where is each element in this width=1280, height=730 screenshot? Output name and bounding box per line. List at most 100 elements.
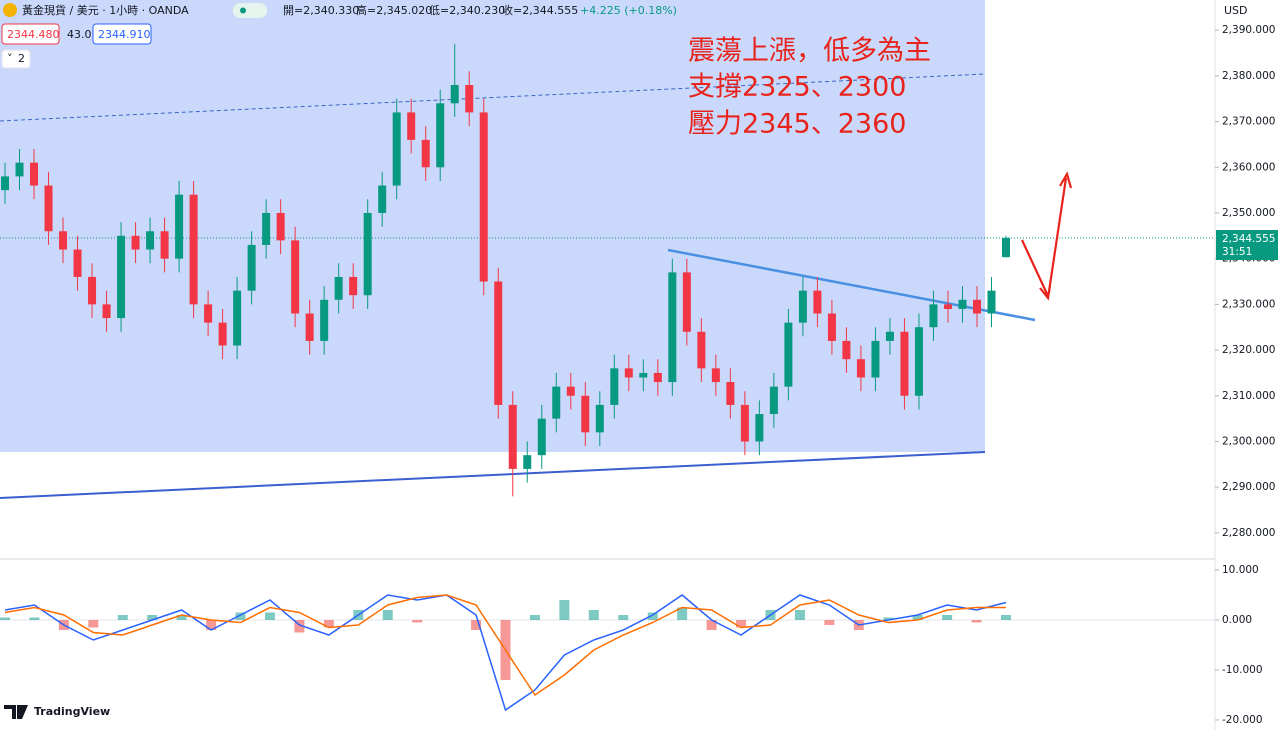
annotation: 支撐2325、2300 [688,72,906,103]
candle-body [436,103,445,168]
candle-body [363,212,372,296]
histogram-bar [235,612,246,620]
candle-body [131,235,140,250]
candle-body [784,322,793,387]
histogram-bar [264,612,275,620]
candle-body [668,272,677,383]
candle-body [856,359,865,378]
candle-body [262,212,271,245]
candle-body [1,176,9,191]
histogram-bar [1001,615,1011,620]
histogram-bar [588,610,599,620]
candle-body [972,299,981,314]
histogram-bar [206,620,217,630]
status-pill [233,3,267,18]
histogram-bar [618,615,629,620]
candle-body [755,414,764,442]
candle-body [465,85,474,113]
candle-body [726,382,735,405]
candle-body [769,386,778,415]
symbol-icon [3,3,17,17]
ohlc-high: 高=2,345.020 [356,3,432,17]
bid-box[interactable] [1,23,60,45]
candle-body [15,162,24,177]
annotation: 震蕩上漲，低多為主 [688,36,931,67]
annotation: 壓力2345、2360 [688,109,906,140]
candle-body [276,212,285,241]
y-tick-label: 2,310.000 [1222,390,1275,402]
histogram-bar [559,600,570,620]
candle-body [914,327,923,396]
candle-body [175,194,184,259]
histogram-bar [117,615,128,620]
macd-line [4,594,1006,697]
candle-body [885,331,894,341]
candle-body [88,276,97,305]
candle-body [320,299,329,341]
ohlc-close: 收=2,344.555 [502,3,578,17]
histogram-bar [824,620,835,625]
candle-body [900,331,909,396]
last-price: 2,344.555 [1222,233,1275,245]
candle-body [682,272,691,332]
candle-body [102,304,111,319]
symbol-title[interactable]: 黃金現貨 / 美元 · 1小時 · OANDA [22,3,189,17]
candle-body [552,386,561,419]
y-tick-label: 0.000 [1222,614,1252,626]
histogram-bar [88,620,99,628]
histogram-bar [706,620,717,630]
candle-body [798,290,807,323]
histogram-bar [647,612,658,620]
brand-name[interactable]: TradingView [34,705,110,718]
y-tick-label: 2,370.000 [1222,116,1275,128]
y-tick-label: 2,360.000 [1222,161,1275,173]
histogram-bar [471,620,482,630]
candle-body [479,112,488,282]
histogram-bar [323,620,334,628]
histogram-bar [794,610,805,620]
candle-body [392,112,401,186]
candle-body [595,404,604,433]
histogram-bar [971,620,982,623]
candle-body [711,368,720,383]
candle-body [247,244,256,291]
candle-body [291,240,300,314]
candle-body [160,231,169,259]
histogram-bar [147,615,158,620]
candle-body [610,368,619,405]
candle-body [813,290,822,314]
candle-body [624,368,633,378]
histogram-bar [0,617,10,620]
last-price-tag [1216,230,1278,260]
ask-box[interactable] [92,23,152,45]
histogram-bar [912,615,923,620]
candle-body [189,194,198,305]
indicator-count: 2 [18,52,25,65]
candle-body [450,85,459,104]
y-tick-label: 10.000 [1222,564,1259,576]
candle-body [943,304,952,309]
histogram-bar [529,615,540,620]
candle-body [653,372,662,383]
histogram-bar [176,615,187,620]
histogram-bar [29,617,40,620]
channel-upper [0,73,986,122]
y-tick-label: 2,390.000 [1222,24,1275,36]
candle-body [407,112,416,140]
highlight-zone [0,0,985,452]
candle-body [30,162,39,186]
y-tick-label: 2,280.000 [1222,527,1275,539]
y-tick-label: 2,300.000 [1222,435,1275,447]
brand-logo [4,705,28,719]
candle-body [73,249,82,277]
candle-body [218,322,227,346]
currency[interactable]: USD [1224,4,1248,17]
candle-body [1002,237,1010,258]
indicator-toggle[interactable] [1,49,31,69]
candle-body [204,304,213,323]
candle-body [537,418,546,456]
candle-body [827,313,836,341]
candle-body [421,139,430,168]
histogram-bar [677,607,688,620]
